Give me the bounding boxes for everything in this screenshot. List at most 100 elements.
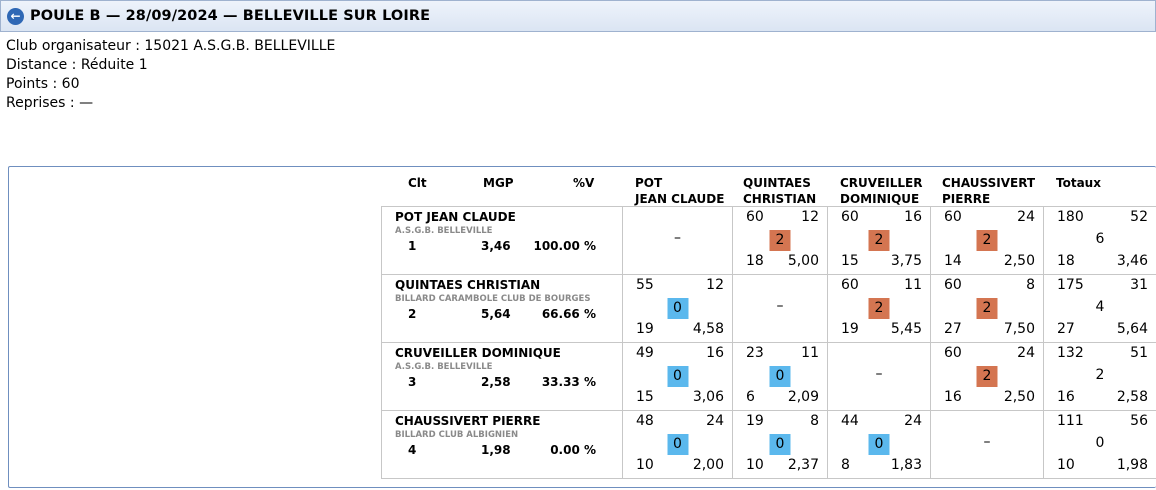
total-series: 52 bbox=[1130, 209, 1148, 225]
back-arrow-icon[interactable]: ← bbox=[7, 7, 24, 25]
match-average: 2,50 bbox=[1003, 253, 1035, 269]
match-series: 11 bbox=[801, 345, 819, 361]
player-rank: 3 bbox=[408, 375, 417, 389]
total-match-points: 6 bbox=[1095, 231, 1105, 247]
match-cell: 60 11 2 19 5,45 bbox=[827, 274, 930, 342]
total-series: 56 bbox=[1130, 413, 1148, 429]
match-average: 5,00 bbox=[787, 253, 819, 269]
table-row: QUINTAES CHRISTIAN BILLARD CARAMBOLE CLUB… bbox=[381, 274, 1156, 342]
match-cell: 60 8 2 27 7,50 bbox=[930, 274, 1043, 342]
match-series: 16 bbox=[904, 209, 922, 225]
total-points: 175 bbox=[1057, 277, 1084, 293]
match-series: 8 bbox=[1026, 277, 1035, 293]
match-series: 11 bbox=[904, 277, 922, 293]
match-series: 8 bbox=[810, 413, 819, 429]
player-rank: 1 bbox=[408, 239, 417, 253]
total-match-points: 0 bbox=[1095, 435, 1105, 451]
header-bar: ← POULE B — 28/09/2024 — BELLEVILLE SUR … bbox=[0, 0, 1156, 32]
match-points: 60 bbox=[746, 209, 764, 225]
totals-cell: 180 52 6 18 3,46 bbox=[1043, 206, 1156, 274]
self-match-cell: – bbox=[827, 342, 930, 410]
total-match-points: 4 bbox=[1095, 299, 1105, 315]
match-average: 3,75 bbox=[890, 253, 922, 269]
header-mgp: MGP bbox=[483, 176, 514, 190]
self-dash: – bbox=[776, 298, 784, 314]
player-name: POT JEAN CLAUDE bbox=[395, 210, 516, 224]
table-row: CHAUSSIVERT PIERRE BILLARD CLUB ALBIGNIEN… bbox=[381, 410, 1156, 478]
match-reprises: 6 bbox=[746, 389, 755, 405]
match-result-badge: 0 bbox=[667, 298, 688, 319]
player-win-percent: 66.66 % bbox=[541, 307, 596, 321]
match-result-badge: 0 bbox=[667, 434, 688, 455]
totals-cell: 111 56 0 10 1,98 bbox=[1043, 410, 1156, 478]
table-row: CRUVEILLER DOMINIQUE A.S.G.B. BELLEVILLE 3… bbox=[381, 342, 1156, 410]
match-result-badge: 0 bbox=[769, 366, 791, 387]
match-points: 60 bbox=[841, 277, 859, 293]
match-points: 44 bbox=[841, 413, 859, 429]
totals-cell: 132 51 2 16 2,58 bbox=[1043, 342, 1156, 410]
total-points: 111 bbox=[1057, 413, 1084, 429]
self-match-cell: – bbox=[930, 410, 1043, 478]
match-reprises: 15 bbox=[636, 389, 654, 405]
match-result-badge: 0 bbox=[868, 434, 890, 455]
player-name: CHAUSSIVERT PIERRE bbox=[395, 414, 541, 428]
match-cell: 44 24 0 8 1,83 bbox=[827, 410, 930, 478]
match-points: 55 bbox=[636, 277, 654, 293]
match-reprises: 18 bbox=[746, 253, 764, 269]
total-reprises: 16 bbox=[1057, 389, 1075, 405]
match-result-badge: 2 bbox=[868, 230, 890, 251]
reprises-text: Reprises : — bbox=[6, 95, 94, 111]
total-reprises: 10 bbox=[1057, 457, 1075, 473]
match-cell: 19 8 0 10 2,37 bbox=[732, 410, 827, 478]
player-club: BILLARD CARAMBOLE CLUB DE BOURGES bbox=[395, 294, 591, 304]
match-average: 4,58 bbox=[692, 321, 724, 337]
self-match-cell: – bbox=[732, 274, 827, 342]
match-cell: 55 12 0 19 4,58 bbox=[622, 274, 732, 342]
match-points: 23 bbox=[746, 345, 764, 361]
player-name: QUINTAES CHRISTIAN bbox=[395, 278, 541, 292]
self-dash: – bbox=[875, 366, 883, 382]
match-cell: 60 24 2 14 2,50 bbox=[930, 206, 1043, 274]
match-reprises: 15 bbox=[841, 253, 859, 269]
match-points: 48 bbox=[636, 413, 654, 429]
player-win-percent: 100.00 % bbox=[533, 239, 596, 253]
organizer-text: Club organisateur : 15021 A.S.G.B. BELLE… bbox=[6, 38, 336, 54]
match-cell: 48 24 0 10 2,00 bbox=[622, 410, 732, 478]
match-points: 49 bbox=[636, 345, 654, 361]
player-rank: 4 bbox=[408, 443, 417, 457]
distance-text: Distance : Réduite 1 bbox=[6, 57, 148, 73]
match-points: 60 bbox=[944, 345, 962, 361]
player-cell: CHAUSSIVERT PIERRE BILLARD CLUB ALBIGNIEN… bbox=[381, 410, 622, 478]
match-series: 24 bbox=[1017, 345, 1035, 361]
match-reprises: 19 bbox=[841, 321, 859, 337]
match-result-badge: 2 bbox=[976, 366, 998, 387]
player-club: A.S.G.B. BELLEVILLE bbox=[395, 362, 493, 372]
player-cell: QUINTAES CHRISTIAN BILLARD CARAMBOLE CLUB… bbox=[381, 274, 622, 342]
match-reprises: 8 bbox=[841, 457, 850, 473]
match-average: 2,37 bbox=[787, 457, 819, 473]
total-reprises: 27 bbox=[1057, 321, 1075, 337]
match-average: 7,50 bbox=[1003, 321, 1035, 337]
total-reprises: 18 bbox=[1057, 253, 1075, 269]
grid-bottom-border bbox=[381, 478, 1156, 479]
match-series: 24 bbox=[706, 413, 724, 429]
match-series: 12 bbox=[801, 209, 819, 225]
total-average: 5,64 bbox=[1116, 321, 1148, 337]
match-result-badge: 2 bbox=[976, 230, 998, 251]
table-row: POT JEAN CLAUDE A.S.G.B. BELLEVILLE 1 3,46 1… bbox=[381, 206, 1156, 274]
match-reprises: 16 bbox=[944, 389, 962, 405]
match-reprises: 10 bbox=[746, 457, 764, 473]
match-result-badge: 2 bbox=[976, 298, 998, 319]
match-result-badge: 0 bbox=[667, 366, 688, 387]
player-mgp: 5,64 bbox=[481, 307, 511, 321]
total-match-points: 2 bbox=[1095, 367, 1105, 383]
player-cell: POT JEAN CLAUDE A.S.G.B. BELLEVILLE 1 3,46 1… bbox=[381, 206, 622, 274]
match-reprises: 14 bbox=[944, 253, 962, 269]
match-average: 1,83 bbox=[890, 457, 922, 473]
total-series: 51 bbox=[1130, 345, 1148, 361]
competition-info: Club organisateur : 15021 A.S.G.B. BELLE… bbox=[6, 37, 335, 113]
match-reprises: 10 bbox=[636, 457, 654, 473]
match-points: 60 bbox=[841, 209, 859, 225]
results-panel bbox=[8, 166, 1156, 488]
totals-cell: 175 31 4 27 5,64 bbox=[1043, 274, 1156, 342]
